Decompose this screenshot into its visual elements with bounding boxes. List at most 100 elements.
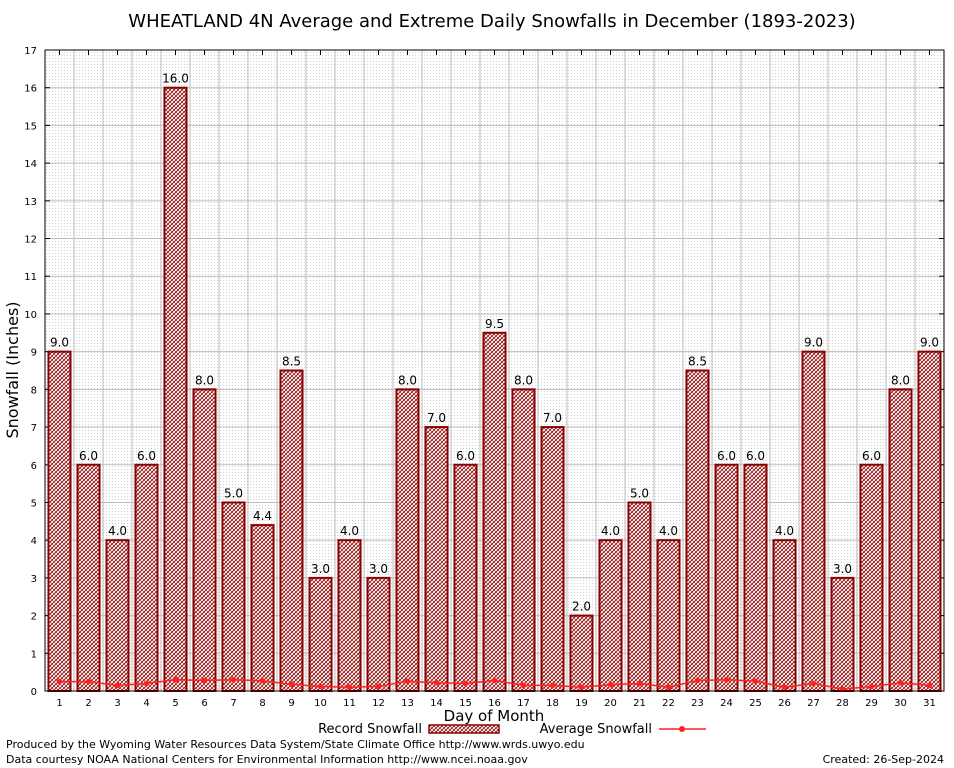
bar-value-label: 3.0: [369, 562, 388, 576]
x-tick-label: 17: [517, 698, 530, 709]
x-tick-label: 16: [488, 698, 501, 709]
x-tick-label: 10: [314, 698, 327, 709]
record-snowfall-bar: [540, 426, 565, 692]
record-snowfall-bar: [656, 539, 681, 692]
average-snowfall-point: [723, 676, 730, 683]
record-snowfall-bar: [772, 539, 797, 692]
y-axis-label: Snowfall (Inches): [3, 301, 22, 438]
x-axis-label: Day of Month: [444, 707, 545, 725]
bar-value-label: 8.5: [688, 355, 707, 369]
x-tick-label: 3: [114, 698, 120, 709]
bar-value-label: 4.4: [253, 509, 272, 523]
average-snowfall-point: [85, 678, 92, 685]
x-tick-label: 18: [546, 698, 559, 709]
record-snowfall-bar: [511, 388, 536, 692]
footer-produced-by: Produced by the Wyoming Water Resources …: [6, 738, 585, 751]
record-snowfall-bar: [47, 350, 72, 692]
x-tick-label: 19: [575, 698, 588, 709]
y-tick-label: 4: [31, 536, 37, 547]
average-snowfall-point: [665, 684, 672, 691]
legend: Record Snowfall Average Snowfall: [318, 722, 706, 737]
y-tick-label: 7: [31, 423, 37, 434]
record-snowfall-bar: [308, 576, 333, 692]
average-snowfall-point: [752, 678, 759, 684]
x-tick-label: 9: [288, 698, 294, 709]
average-snowfall-point: [694, 677, 701, 684]
x-tick-label: 20: [604, 698, 617, 709]
y-tick-label: 16: [24, 84, 37, 95]
x-tick-label: 27: [807, 698, 820, 709]
y-tick-label: 1: [31, 649, 37, 660]
bar-value-label: 3.0: [311, 562, 330, 576]
average-snowfall-point: [259, 678, 266, 684]
x-tick-label: 24: [720, 698, 733, 709]
average-snowfall-point: [143, 680, 150, 687]
bar-value-label: 8.5: [282, 355, 301, 369]
y-tick-label: 11: [24, 272, 37, 283]
average-snowfall-point: [172, 676, 179, 683]
record-snowfall-bar: [627, 501, 652, 692]
record-snowfall-bar: [859, 463, 884, 692]
y-tick-label: 8: [31, 385, 37, 396]
record-snowfall-bar: [395, 388, 420, 692]
bar-value-label: 8.0: [891, 373, 910, 387]
average-snowfall-point: [56, 678, 63, 685]
y-tick-label: 14: [24, 159, 37, 170]
bar-value-label: 9.0: [804, 336, 823, 350]
bar-value-label: 6.0: [862, 449, 881, 463]
average-snowfall-point: [549, 682, 556, 689]
x-tick-label: 28: [836, 698, 849, 709]
y-tick-label: 12: [24, 235, 37, 246]
bar-value-label: 7.0: [543, 411, 562, 425]
snowfall-chart: WHEATLAND 4N Average and Extreme Daily S…: [3, 11, 945, 737]
bar-value-label: 2.0: [572, 600, 591, 614]
record-snowfall-bar: [221, 501, 246, 692]
bar-value-label: 6.0: [137, 449, 156, 463]
x-tick-label: 1: [56, 698, 62, 709]
bar-value-label: 4.0: [775, 524, 794, 538]
x-tick-label: 23: [691, 698, 704, 709]
bar-value-label: 5.0: [224, 486, 243, 500]
bar-value-label: 6.0: [746, 449, 765, 463]
bar-value-label: 8.0: [514, 373, 533, 387]
y-tick-label: 6: [31, 461, 37, 472]
x-tick-label: 5: [172, 698, 178, 709]
average-snowfall-point: [346, 684, 353, 691]
x-tick-label: 29: [865, 698, 878, 709]
bar-value-label: 6.0: [456, 449, 475, 463]
y-tick-label: 0: [31, 687, 37, 698]
x-tick-label: 7: [230, 698, 236, 709]
average-snowfall-point: [230, 676, 237, 683]
average-snowfall-point: [607, 681, 614, 688]
bar-value-label: 4.0: [108, 524, 127, 538]
y-tick-label: 13: [24, 197, 37, 208]
record-snowfall-bar: [888, 388, 913, 692]
y-tick-label: 17: [24, 46, 37, 57]
record-snowfall-bar: [337, 539, 362, 692]
x-tick-label: 14: [430, 698, 443, 709]
record-snowfall-bar: [279, 369, 304, 692]
x-tick-label: 22: [662, 698, 675, 709]
average-snowfall-point: [114, 682, 121, 689]
average-snowfall-point: [578, 684, 585, 691]
average-snowfall-point: [375, 683, 382, 690]
record-snowfall-bar: [424, 426, 449, 692]
x-tick-label: 26: [778, 698, 791, 709]
bar-value-label: 6.0: [79, 449, 98, 463]
x-tick-label: 2: [85, 698, 91, 709]
average-snowfall-point: [926, 682, 933, 689]
bar-value-label: 4.0: [340, 524, 359, 538]
bar-value-label: 7.0: [427, 411, 446, 425]
record-snowfall-bar: [76, 463, 101, 692]
y-tick-label: 5: [31, 498, 37, 509]
x-tick-label: 30: [894, 698, 907, 709]
record-snowfall-bar: [801, 350, 826, 692]
record-snowfall-bar: [366, 576, 391, 692]
bar-value-label: 9.0: [50, 336, 69, 350]
legend-record-swatch: [428, 724, 500, 734]
average-snowfall-point: [288, 681, 295, 688]
bar-value-label: 9.0: [920, 336, 939, 350]
record-snowfall-bar: [917, 350, 942, 692]
